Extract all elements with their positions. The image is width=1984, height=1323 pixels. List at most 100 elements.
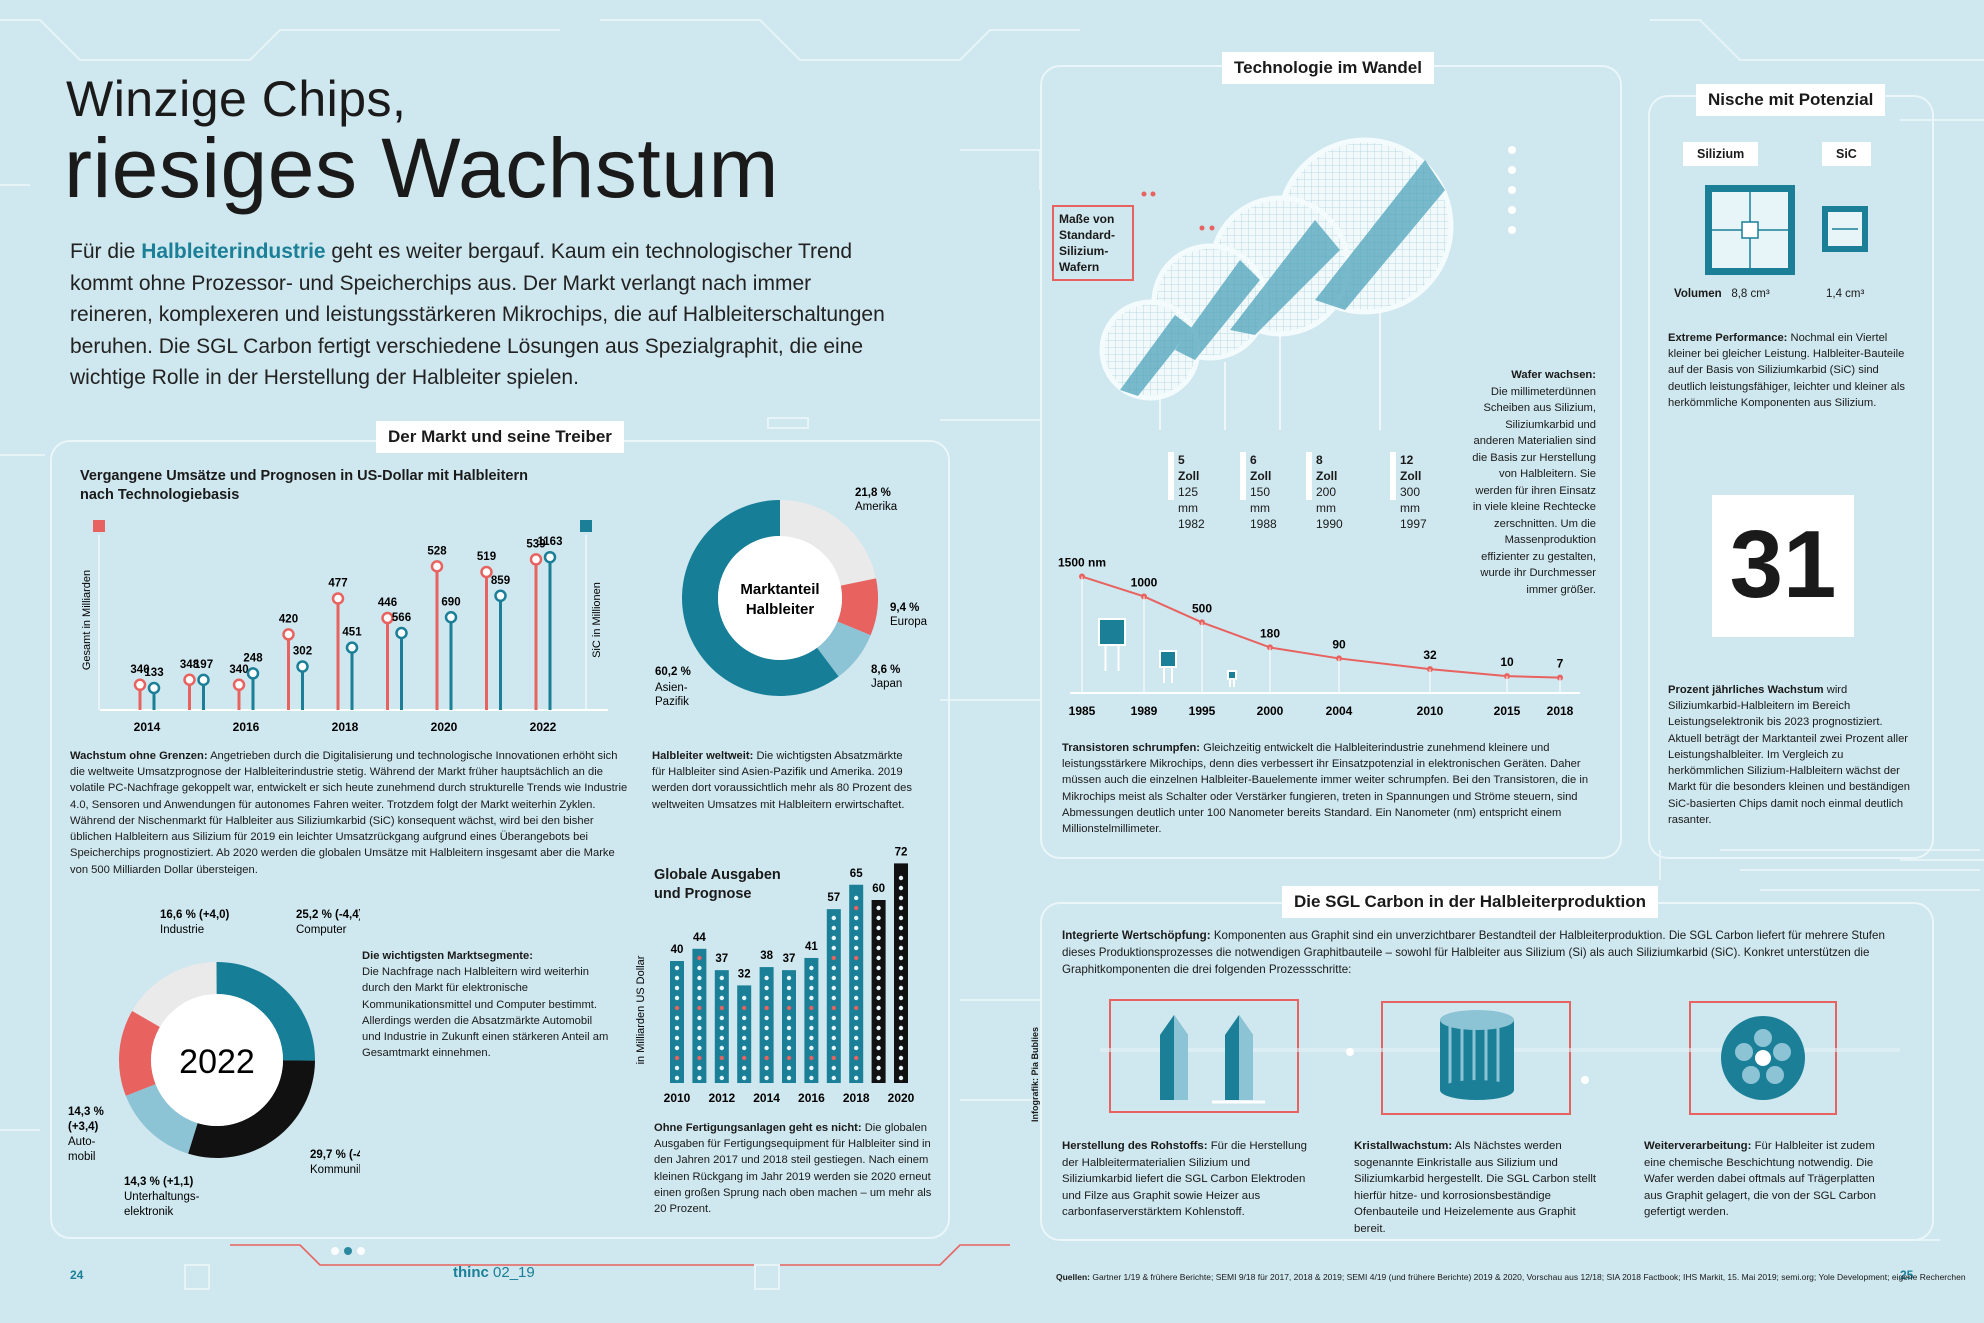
headline-line-1: Winzige Chips,	[66, 71, 407, 127]
total-value-label: 348	[180, 659, 200, 671]
share-region-label: Europa	[890, 616, 928, 628]
spend-bar-dot	[809, 1025, 814, 1031]
segments-donut: 2022 16,6 % (+4,0) Industrie 25,2 % (-4,4) C…	[68, 909, 360, 1218]
spend-value-label: 38	[760, 950, 773, 962]
spend-bar-dot	[742, 1055, 747, 1061]
segment-label: (+3,4)	[68, 1121, 99, 1133]
donut-center-label: Halbleiter	[746, 601, 815, 618]
spend-bar-dot	[898, 975, 904, 981]
spend-bar-dot	[809, 1035, 814, 1041]
spend-bar-dot	[719, 975, 724, 981]
spend-bar	[759, 967, 774, 1083]
segments-paragraph: Die wichtigsten Marktsegmente: Die Nachfr…	[362, 950, 609, 1060]
spend-bar-dot	[831, 1065, 836, 1071]
wafer-8: 8 Zoll 200 mm 1990	[1316, 453, 1343, 531]
transistor-value-label: 7	[1557, 657, 1564, 671]
share-region-label: Asien-	[655, 682, 688, 694]
spend-bar-dot	[674, 975, 680, 981]
segment-label: mobil	[68, 1151, 95, 1163]
spend-bar-dot	[786, 1065, 792, 1071]
transistor-value-label: 500	[1192, 601, 1212, 615]
segment-slice	[125, 1084, 198, 1154]
transistor-line	[1081, 575, 1561, 679]
spend-bar-dot	[831, 1035, 836, 1041]
spend-bar-dot	[719, 1045, 724, 1051]
transistor-point	[1199, 619, 1205, 626]
total-value-label: 446	[378, 597, 397, 609]
spend-bar-dot	[742, 1065, 747, 1071]
spend-bar-dot	[719, 1025, 724, 1031]
spend-bar-dot	[876, 1055, 881, 1061]
total-point	[430, 560, 444, 573]
spend-bar-dot	[786, 995, 792, 1001]
spend-bar-dot	[786, 1045, 792, 1051]
wafer-5: 5 Zoll 125 mm 1982	[1178, 453, 1205, 531]
spend-bar-dot	[786, 1005, 792, 1011]
spend-bar-dot	[674, 995, 680, 1001]
spend-bar-dot	[876, 985, 881, 991]
spend-bar-dot	[809, 1065, 814, 1071]
transistor-value-label: 32	[1423, 648, 1437, 662]
spend-bar-dot	[898, 1075, 904, 1081]
spend-x-tick: 2016	[798, 1091, 825, 1105]
spend-value-label: 37	[715, 953, 728, 965]
spend-bar-dot	[697, 1075, 702, 1081]
spend-paragraph: Ohne Fertigungsanlagen geht es nicht: Di…	[654, 1122, 932, 1216]
spend-bar-dot	[854, 915, 859, 921]
spend-bar-dot	[876, 1025, 881, 1031]
share-slice	[780, 500, 877, 586]
spend-bar-dot	[898, 965, 904, 971]
segment-label: 14,3 %	[68, 1106, 104, 1118]
spend-bar-dot	[898, 915, 904, 921]
spend-x-tick: 2010	[664, 1091, 691, 1105]
electrode-icon	[1160, 1015, 1265, 1104]
spend-bar-dot	[854, 905, 859, 911]
spend-bar-dot	[764, 1015, 769, 1021]
spend-bar-dot	[876, 935, 881, 941]
segment-label: 14,3 % (+1,1)	[124, 1176, 194, 1188]
spend-bar-dot	[674, 1035, 680, 1041]
spend-bar-dot	[898, 1065, 904, 1071]
spend-bar-dot	[697, 1015, 702, 1021]
spend-bar-dot	[697, 995, 702, 1001]
transistor-year-label: 2000	[1257, 704, 1284, 718]
spend-bar-dot	[809, 1045, 814, 1051]
spend-bar-dot	[742, 1045, 747, 1051]
market-share-donut: Marktanteil Halbleiter 21,8 % Amerika 9,4 % E…	[655, 487, 928, 708]
spend-bar-dot	[898, 1015, 904, 1021]
y-left-label: Gesamt in Milliarden	[81, 570, 93, 670]
magazine-label: thinc 02_19	[453, 1264, 535, 1281]
big-number: 31	[1729, 511, 1837, 618]
spend-bar-dot	[697, 1065, 702, 1071]
lollipop-chart: Gesamt in Milliarden SiC in Millionen3401…	[81, 520, 608, 734]
spend-bar-dot	[809, 1015, 814, 1021]
process-illustrations	[1100, 999, 1900, 1115]
spend-bar	[894, 863, 908, 1083]
spend-bar-dot	[831, 935, 836, 941]
spend-x-tick: 2020	[888, 1091, 915, 1105]
share-region-label: Amerika	[855, 501, 898, 513]
segment-slice	[188, 1060, 315, 1158]
spend-bar-dot	[876, 925, 881, 931]
transistor-value-label: 10	[1500, 655, 1514, 669]
spend-bar-dot	[876, 975, 881, 981]
transistor-icon	[1159, 650, 1177, 668]
transistor-point	[1079, 573, 1085, 580]
spend-value-label: 37	[783, 953, 796, 965]
spend-bar-dot	[854, 975, 859, 981]
spend-bar-dot	[854, 955, 859, 961]
sic-value-label: 859	[491, 575, 510, 587]
spend-x-tick: 2018	[843, 1091, 870, 1105]
segment-slice	[216, 962, 315, 1061]
sgl-step-3: Weiterverarbeitung: Für Halbleiter ist z…	[1644, 1140, 1876, 1219]
spend-bar-dot	[786, 985, 792, 991]
spend-bar-dot	[854, 965, 859, 971]
spend-bar-dot	[697, 1045, 702, 1051]
x-tick-label: 2016	[233, 720, 260, 734]
spend-bar-dot	[854, 995, 859, 1001]
spend-bar-dot	[831, 1055, 836, 1061]
segment-slice	[119, 1011, 160, 1096]
spend-bar-dot	[697, 965, 702, 971]
sic-point	[197, 673, 210, 687]
